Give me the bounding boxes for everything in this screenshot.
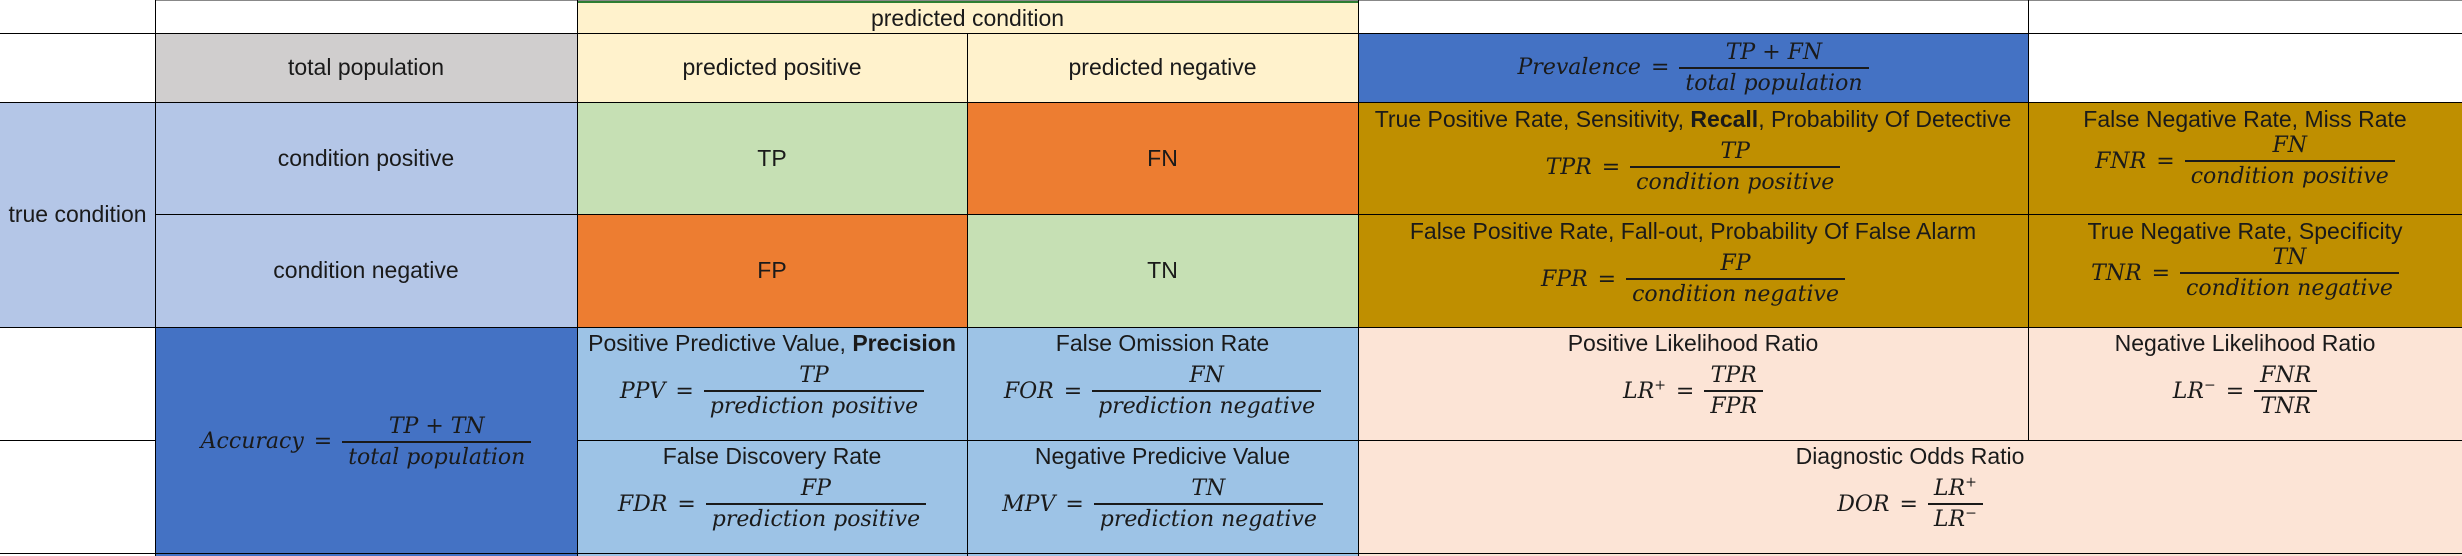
predicted-condition-header: predicted condition xyxy=(577,0,1358,33)
ppv-formula: PPV = TP prediction positive xyxy=(620,363,925,419)
tnr-cell: True Negative Rate, Specificity TNR = TN c… xyxy=(2028,214,2462,327)
lr-positive-cell: Positive Likelihood Ratio LR+ = TPR FPR xyxy=(1358,327,2028,440)
tnr-formula: TNR = TN condition negative xyxy=(2091,245,2399,301)
lr-negative-formula: LR− = FNR TNR xyxy=(2173,363,2317,419)
gridline xyxy=(0,440,155,441)
condition-positive-label: condition positive xyxy=(155,102,577,214)
tp-cell: TP xyxy=(577,102,967,214)
total-population-cell: total population xyxy=(155,33,577,102)
fnr-formula: FNR = FN condition positive xyxy=(2095,133,2395,189)
for-formula: FOR = FN prediction negative xyxy=(1004,363,1322,419)
gridline xyxy=(0,553,2462,554)
gridline xyxy=(1358,0,1359,556)
prevalence-formula: Prevalence = TP + FN total population xyxy=(1518,40,1869,96)
gridline xyxy=(967,33,968,556)
ppv-cell: Positive Predictive Value, Precision PPV… xyxy=(577,327,967,440)
fn-cell: FN xyxy=(967,102,1358,214)
gridline xyxy=(0,102,2462,103)
fp-cell: FP xyxy=(577,214,967,327)
fpr-cell: False Positive Rate, Fall-out, Probabili… xyxy=(1358,214,2028,327)
npv-formula: MPV = TN prediction negative xyxy=(1002,476,1323,532)
predicted-negative-header: predicted negative xyxy=(967,33,1358,102)
prevalence-cell: Prevalence = TP + FN total population xyxy=(1358,33,2028,102)
gridline xyxy=(2028,0,2029,440)
lr-negative-cell: Negative Likelihood Ratio LR− = FNR TNR xyxy=(2028,327,2462,440)
gridline xyxy=(577,0,578,556)
gridline xyxy=(155,0,2462,1)
gridline xyxy=(0,327,2462,328)
true-condition-label: true condition xyxy=(0,102,155,327)
fdr-formula: FDR = FP prediction positive xyxy=(618,476,927,532)
condition-negative-label: condition negative xyxy=(155,214,577,327)
lr-positive-formula: LR+ = TPR FPR xyxy=(1623,363,1763,419)
tpr-cell: True Positive Rate, Sensitivity, Recall,… xyxy=(1358,102,2028,214)
fdr-cell: False Discovery Rate FDR = FP prediction p… xyxy=(577,440,967,556)
npv-cell: Negative Predicive Value MPV = TN predicti… xyxy=(967,440,1358,556)
fnr-cell: False Negative Rate, Miss Rate FNR = FN co… xyxy=(2028,102,2462,214)
predicted-positive-header: predicted positive xyxy=(577,33,967,102)
tn-cell: TN xyxy=(967,214,1358,327)
dor-formula: DOR = LR+ LR− xyxy=(1837,476,1983,532)
for-cell: False Omission Rate FOR = FN prediction ne… xyxy=(967,327,1358,440)
tpr-formula: TPR = TP condition positive xyxy=(1546,139,1841,195)
dor-cell: Diagnostic Odds Ratio DOR = LR+ LR− xyxy=(1358,440,2462,556)
gridline xyxy=(155,0,156,556)
gridline xyxy=(577,440,2462,441)
gridline xyxy=(155,214,2462,215)
accuracy-formula: Accuracy = TP + TN total population xyxy=(201,414,532,470)
gridline xyxy=(0,33,2462,34)
fpr-formula: FPR = FP condition negative xyxy=(1541,251,1845,307)
accuracy-cell: Accuracy = TP + TN total population xyxy=(155,327,577,556)
